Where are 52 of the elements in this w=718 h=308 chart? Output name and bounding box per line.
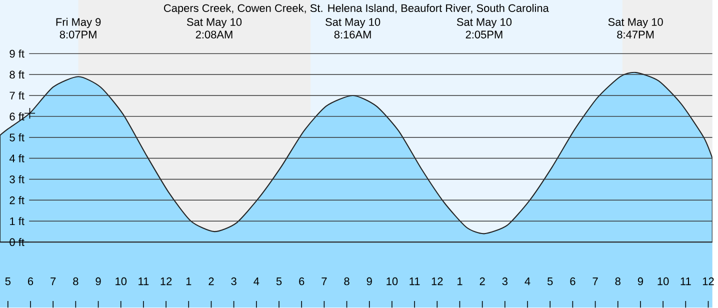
x-tick-label: 9 (366, 277, 372, 286)
x-tick-label: 3 (502, 277, 508, 286)
x-tick-label: 7 (50, 278, 56, 286)
annotation: 8:07PM (60, 30, 96, 38)
x-tick-label: 10 (658, 277, 669, 286)
x-tick-label: 10 (116, 277, 127, 286)
x-tick-label: 7 (322, 278, 327, 286)
x-tick-label: 9 (638, 277, 643, 286)
annotation: 8:16AM (334, 30, 371, 38)
y-tick-label: 8 ft (10, 70, 24, 79)
x-tick-label: 11 (680, 278, 691, 286)
annotation: Sat May 10 (608, 18, 663, 28)
annotation: Sat May 10 (186, 18, 242, 28)
x-tick-label: 5 (547, 278, 553, 286)
x-tick-label: 10 (386, 277, 398, 286)
y-tick-label: 2 ft (10, 196, 24, 204)
x-tick-label: 11 (410, 278, 420, 286)
x-tick-label: 6 (570, 277, 576, 286)
y-tick-label: 7 ft (10, 91, 24, 100)
x-tick-label: 5 (5, 278, 10, 286)
x-tick-label: 12 (702, 277, 714, 286)
y-tick-label: 3 ft (10, 175, 24, 184)
x-tick-label: 12 (160, 277, 172, 286)
x-tick-label: 2 (480, 277, 485, 286)
x-tick-label: 7 (592, 278, 598, 286)
y-tick-label: 6 ft (10, 112, 24, 120)
annotation: 8:47PM (617, 30, 654, 38)
chart-title: Capers Creek, Cowen Creek, St. Helena Island, Beaufort River, South Carolina (164, 4, 549, 14)
x-tick-label: 9 (96, 277, 101, 286)
x-tick-label: 4 (254, 278, 260, 286)
y-tick-label: 9 ft (10, 50, 24, 58)
x-tick-label: 6 (299, 277, 304, 286)
x-tick-label: 8 (615, 277, 620, 286)
annotation: Sat May 10 (456, 18, 512, 28)
x-tick-label: 2 (208, 277, 214, 286)
x-tick-label: 11 (138, 278, 149, 286)
annotation: 2:08AM (196, 30, 232, 38)
y-tick-label: 4 ft (9, 154, 24, 162)
annotation: 2:05PM (466, 30, 502, 38)
x-tick-label: 12 (432, 277, 443, 286)
x-tick-label: 8 (73, 277, 78, 286)
x-tick-label: 1 (186, 278, 192, 286)
annotation: Sat May 10 (326, 18, 380, 28)
x-tick-label: 5 (276, 278, 282, 286)
y-tick-label: 5 ft (10, 133, 24, 142)
x-tick-label: 1 (458, 278, 462, 286)
annotation: Fri May 9 (56, 18, 101, 28)
x-tick-label: 8 (344, 277, 350, 286)
y-tick-label: 1 ft (10, 217, 24, 226)
x-tick-label: 3 (231, 277, 236, 286)
x-tick-label: 4 (524, 278, 530, 286)
x-tick-label: 6 (28, 277, 34, 286)
